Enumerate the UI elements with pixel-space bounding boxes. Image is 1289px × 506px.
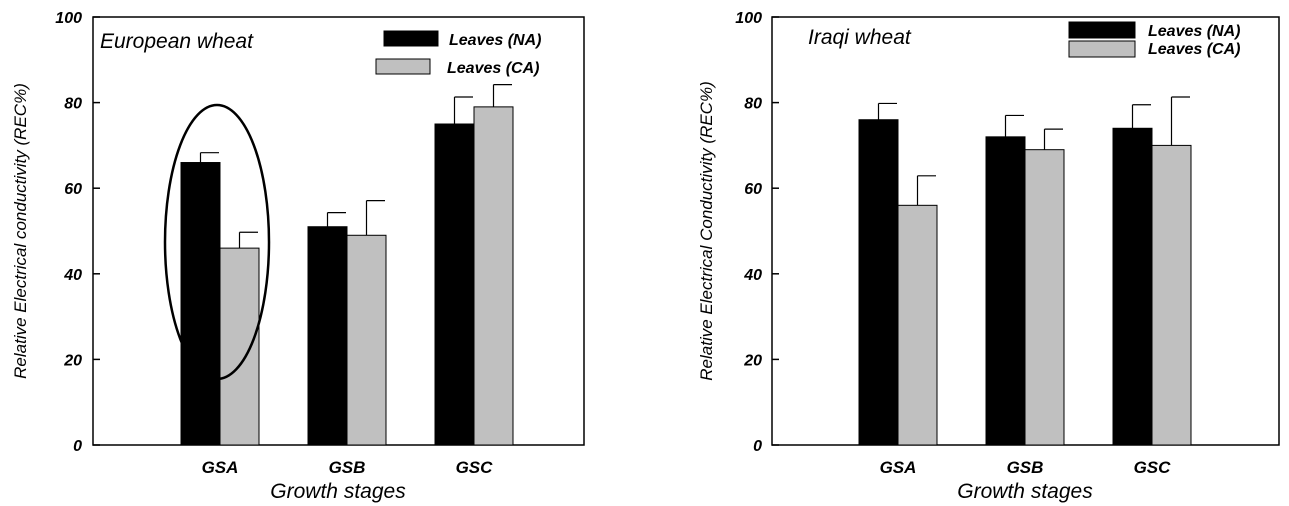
bar-gsa-na <box>858 119 899 446</box>
y-tick-label: 60 <box>744 181 762 198</box>
x-axis-label: Growth stages <box>270 480 406 503</box>
legend-label-ca: Leaves (CA) <box>1148 41 1240 58</box>
y-axis-label: Relative Electrical conductivity (REC%) <box>11 83 30 379</box>
legend: Leaves (NA) Leaves (CA) <box>375 30 541 77</box>
bar-gsb-na <box>307 226 348 446</box>
highlight-ellipse <box>163 103 271 381</box>
bar-gsb-na <box>985 136 1026 446</box>
legend-label-na: Leaves (NA) <box>449 32 541 49</box>
legend-swatch-na <box>383 30 439 47</box>
x-axis-categories: GSA GSB GSC <box>880 458 1172 477</box>
x-tick-label: GSA <box>202 458 239 477</box>
y-tick-label: 40 <box>743 267 762 284</box>
x-tick-label: GSB <box>1007 458 1044 477</box>
y-tick-label: 80 <box>744 96 762 113</box>
bar-gsa-na <box>180 162 221 446</box>
y-axis-label: Relative Electrical Conductivity (REC%) <box>697 81 716 380</box>
chart-european-wheat: European wheat Leaves (NA) Leaves (CA) 0… <box>11 10 585 503</box>
legend-swatch-na <box>1068 21 1136 39</box>
legend-swatch-ca <box>375 58 431 75</box>
legend: Leaves (NA) Leaves (CA) <box>1068 21 1240 58</box>
bars <box>858 119 1192 446</box>
y-tick-label: 80 <box>64 96 82 113</box>
x-axis-label: Growth stages <box>957 480 1093 503</box>
legend-label-na: Leaves (NA) <box>1148 23 1240 40</box>
x-tick-label: GSC <box>456 458 494 477</box>
y-tick-label: 0 <box>753 438 762 455</box>
chart-annotation: Iraqi wheat <box>808 26 912 49</box>
legend-label-ca: Leaves (CA) <box>447 60 539 77</box>
x-tick-label: GSA <box>880 458 917 477</box>
legend-swatch-ca <box>1068 40 1136 58</box>
y-tick-label: 20 <box>63 352 82 369</box>
bar-gsc-na <box>1112 127 1153 446</box>
chart-iraqi-wheat: Iraqi wheat Leaves (NA) Leaves (CA) 0 20 4… <box>697 10 1280 503</box>
y-axis: 0 20 40 60 80 100 <box>55 10 100 455</box>
y-tick-label: 40 <box>63 267 82 284</box>
y-tick-label: 60 <box>64 181 82 198</box>
x-tick-label: GSB <box>329 458 366 477</box>
x-tick-label: GSC <box>1134 458 1172 477</box>
bar-gsb-ca <box>346 234 387 446</box>
error-bars <box>199 84 512 249</box>
bar-gsb-ca <box>1024 149 1065 446</box>
y-tick-label: 20 <box>743 352 762 369</box>
bar-gsc-na <box>434 123 475 446</box>
y-axis: 0 20 40 60 80 100 <box>735 10 779 455</box>
y-tick-label: 100 <box>735 10 762 27</box>
y-tick-label: 0 <box>73 438 82 455</box>
bar-gsa-ca <box>897 204 938 446</box>
y-tick-label: 100 <box>55 10 82 27</box>
bar-gsc-ca <box>473 106 514 446</box>
bars <box>180 106 514 446</box>
error-bars <box>877 96 1190 206</box>
bar-gsa-ca <box>219 247 260 446</box>
bar-gsc-ca <box>1151 144 1192 446</box>
x-axis-categories: GSA GSB GSC <box>202 458 494 477</box>
chart-annotation: European wheat <box>100 30 254 53</box>
